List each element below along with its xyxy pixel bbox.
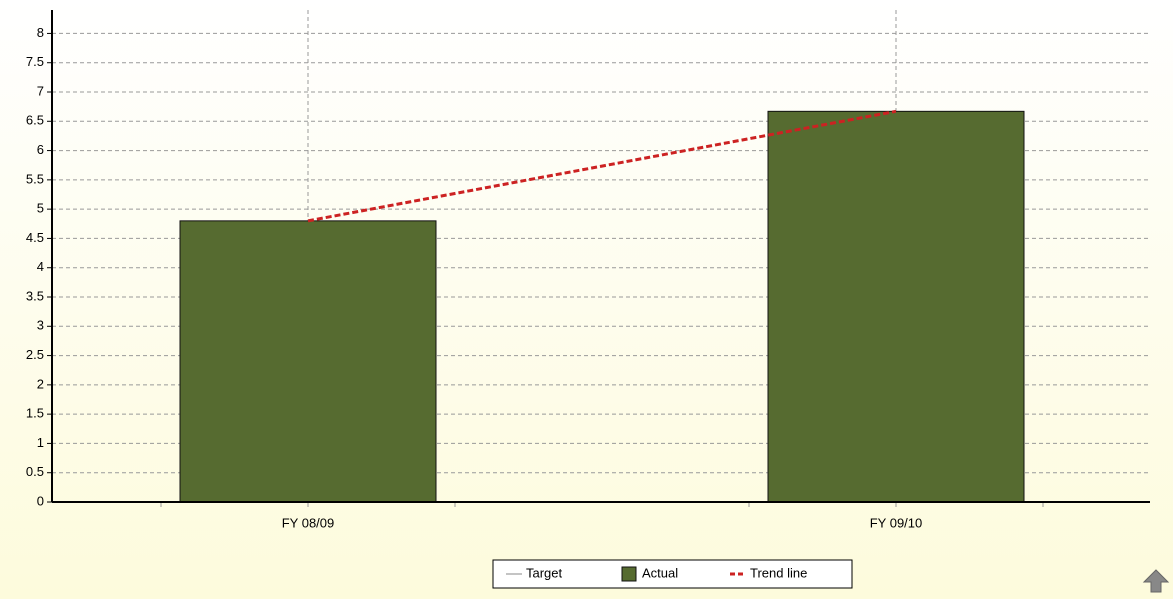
legend-label: Trend line <box>750 565 807 580</box>
legend-box <box>492 559 853 589</box>
y-tick-label: 8 <box>37 25 44 40</box>
x-tick-label: FY 08/09 <box>282 515 335 530</box>
legend-label: Target <box>526 565 563 580</box>
y-tick-label: 2.5 <box>26 347 44 362</box>
legend-label: Actual <box>642 565 678 580</box>
y-tick-label: 6 <box>37 142 44 157</box>
y-tick-label: 1.5 <box>26 406 44 421</box>
y-tick-label: 7.5 <box>26 54 44 69</box>
y-tick-label: 2 <box>37 376 44 391</box>
line <box>307 109 897 223</box>
scroll-up-icon[interactable] <box>1142 569 1170 593</box>
y-tick-label: 4 <box>37 259 44 274</box>
x-tick-label: FY 09/10 <box>870 515 923 530</box>
y-tick-label: 3 <box>37 318 44 333</box>
y-tick-label: 0.5 <box>26 464 44 479</box>
y-tick-label: 0 <box>37 493 44 508</box>
y-tick-label: 6.5 <box>26 113 44 128</box>
bar <box>179 220 437 503</box>
y-tick-label: 3.5 <box>26 288 44 303</box>
y-tick-label: 1 <box>37 435 44 450</box>
y-tick-label: 7 <box>37 83 44 98</box>
y-tick-label: 5.5 <box>26 171 44 186</box>
legend-swatch <box>621 566 637 582</box>
bar <box>767 110 1025 503</box>
y-tick-label: 4.5 <box>26 230 44 245</box>
y-tick-label: 5 <box>37 201 44 216</box>
